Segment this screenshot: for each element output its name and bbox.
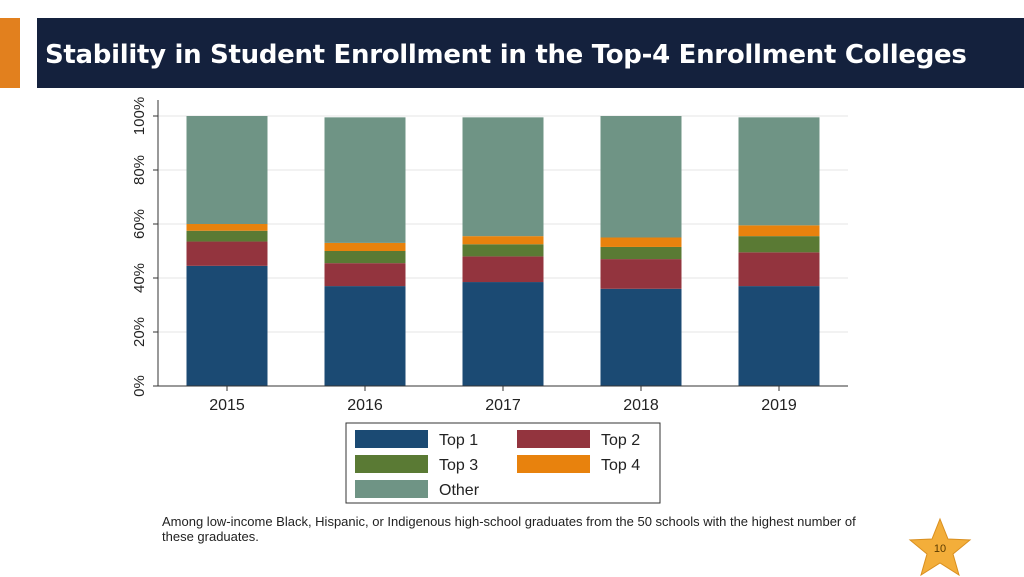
y-tick-label: 40% [131,263,148,293]
y-tick-label: 20% [131,317,148,347]
legend-label: Top 2 [601,432,640,449]
x-tick-label: 2017 [485,397,521,414]
bar-segment-top-1 [462,282,544,386]
bar-segment-top-3 [738,236,820,253]
page-number: 10 [933,543,947,555]
title-bar: Stability in Student Enrollment in the T… [37,18,1024,88]
bar-segment-top-1 [600,288,682,386]
bar-segment-top-1 [186,265,268,386]
bar-segment-top-2 [462,256,544,283]
slide-title: Stability in Student Enrollment in the T… [45,40,967,70]
bar-segment-top-4 [186,224,268,231]
bar-segment-top-2 [324,263,406,287]
bar-segment-top-1 [324,286,406,386]
bar-segment-top-4 [462,236,544,245]
x-tick-label: 2019 [761,397,797,414]
legend-label: Top 3 [439,457,478,474]
bar-segment-top-4 [738,225,820,237]
bar-segment-top-3 [600,246,682,260]
legend-swatch [517,455,590,473]
bar-segment-top-3 [186,230,268,242]
bars [186,116,820,386]
bar-segment-other [324,117,406,243]
legend-swatch [355,430,428,448]
bar-segment-top-3 [324,251,406,264]
bar-segment-top-2 [600,259,682,289]
legend-swatch [517,430,590,448]
bar-segment-top-1 [738,286,820,386]
y-tick-label: 80% [131,155,148,185]
bar-segment-top-2 [186,241,268,266]
accent-bar [0,18,20,88]
bar-segment-top-4 [600,237,682,247]
bar-segment-other [600,116,682,238]
bar-segment-other [186,116,268,224]
legend-swatch [355,455,428,473]
x-tick-label: 2016 [347,397,383,414]
axes: 0% 20% 40% 60% 80% 100% 2015 2016 2017 2018 2019 [131,97,848,414]
y-tick-label: 100% [131,97,148,135]
legend-label: Top 4 [601,457,640,474]
y-tick-label: 60% [131,209,148,239]
y-tick-label: 0% [131,375,148,397]
bar-segment-top-3 [462,244,544,257]
star-icon [908,517,972,577]
chart-caption: Among low-income Black, Hispanic, or Ind… [162,514,856,544]
legend: Top 1 Top 2 Top 3 Top 4 Other [345,422,661,504]
x-tick-label: 2015 [209,397,245,414]
bar-segment-other [738,117,820,226]
bar-segment-other [462,117,544,237]
x-tick-label: 2018 [623,397,659,414]
legend-swatch [355,480,428,498]
bar-segment-top-2 [738,252,820,287]
legend-label: Top 1 [439,432,478,449]
legend-label: Other [439,482,480,499]
bar-segment-top-4 [324,242,406,251]
